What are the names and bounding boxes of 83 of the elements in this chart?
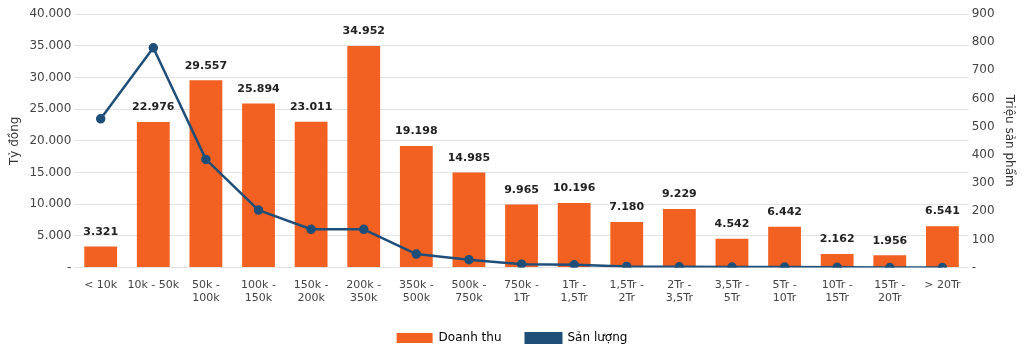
bar [768, 226, 801, 268]
x-tick-label: 10k - 50k [127, 278, 180, 292]
y2-tick-label: 800 [971, 34, 995, 49]
x-tick-label: 150k - 200k [293, 278, 329, 305]
bar [715, 238, 749, 268]
point [253, 205, 264, 215]
point [569, 260, 579, 268]
data-label: 14.985 [447, 150, 491, 164]
y2-tick-label: 500 [971, 118, 995, 133]
y2-tick-label: 300 [971, 175, 995, 190]
y-tick-label: 15.000 [29, 164, 72, 179]
y2-tick-label: 600 [971, 90, 995, 105]
x-tick-label: 500k - 750k [451, 278, 487, 305]
y-axis-title: Tỷ đồng [7, 116, 22, 167]
point [148, 43, 159, 53]
y-tick-label: 10.000 [29, 196, 72, 211]
y-tick-label: - [67, 259, 72, 274]
y-tick-label: 35.000 [29, 37, 72, 52]
x-tick-label: 750k - 1Tr [504, 278, 539, 305]
x-tick-label: 50k - 100k [191, 278, 221, 305]
y2-tick-label: 700 [971, 62, 995, 77]
bar [557, 202, 591, 268]
x-tick-label: 1Tr - 1,5Tr [560, 278, 589, 305]
x-tick-label: 3,5Tr - 5Tr [714, 278, 750, 305]
x-tick-label: > 20Tr [924, 278, 962, 292]
data-label: 10.196 [552, 181, 596, 195]
x-tick-label: 2Tr - 3,5Tr [665, 278, 694, 305]
y2-tick-label: 900 [971, 6, 995, 21]
bar [347, 46, 381, 268]
bar [662, 209, 696, 268]
bar [189, 80, 223, 268]
bar [136, 121, 170, 268]
data-label: 9.229 [661, 187, 697, 201]
data-label: 22.976 [132, 100, 175, 114]
y2-tick-label: - [971, 259, 977, 274]
point [95, 114, 106, 124]
bar [505, 204, 538, 268]
bar [84, 246, 118, 268]
y-tick-label: 5.000 [37, 228, 72, 243]
bar [399, 145, 433, 268]
data-label: 9.965 [504, 182, 539, 196]
y2-tick-label: 400 [971, 147, 995, 162]
y-tick-label: 25.000 [29, 101, 72, 116]
point [306, 224, 316, 235]
point [622, 261, 632, 268]
x-tick-label: 10Tr - 15Tr [821, 278, 853, 305]
x-tick-label: 100k - 150k [241, 278, 276, 305]
data-label: 3.321 [83, 224, 119, 238]
y-tick-label: 20.000 [29, 132, 72, 147]
bar [925, 226, 959, 268]
bar [242, 103, 275, 268]
data-label: 6.541 [924, 204, 960, 218]
y2-tick-label: 100 [971, 231, 995, 246]
x-tick-label: 15Tr - 20Tr [874, 278, 906, 305]
x-tick-label: 350k - 500k [398, 278, 434, 305]
y-tick-label: 40.000 [29, 6, 72, 21]
point [201, 154, 211, 165]
data-label: 2.162 [819, 232, 855, 246]
bar [294, 121, 328, 268]
point [358, 224, 369, 235]
point [516, 259, 527, 268]
data-label: 4.542 [714, 217, 750, 231]
legend-label: Doanh thu [438, 330, 502, 345]
x-tick-label: 1,5Tr - 2Tr [609, 278, 645, 305]
data-label: 23.011 [289, 100, 333, 114]
data-label: 6.442 [767, 205, 802, 219]
bar [452, 172, 486, 268]
point [464, 254, 474, 265]
data-label: 19.198 [395, 124, 438, 138]
y-tick-label: 30.000 [29, 69, 72, 84]
x-tick-label: 200k - 350k [346, 278, 382, 305]
point [411, 249, 422, 259]
x-tick-label: < 10k [84, 278, 118, 292]
y2-axis-title: Triệu sản phẩm [1002, 93, 1017, 187]
data-label: 1.956 [872, 233, 908, 247]
data-label: 7.180 [609, 200, 645, 214]
legend-label: Sản lượng [567, 330, 628, 345]
bar [610, 222, 644, 268]
y2-tick-label: 200 [971, 203, 995, 218]
data-label: 25.894 [237, 81, 281, 95]
data-label: 34.952 [342, 24, 385, 38]
x-tick-label: 5Tr - 10Tr [772, 278, 797, 305]
data-label: 29.557 [184, 58, 228, 72]
